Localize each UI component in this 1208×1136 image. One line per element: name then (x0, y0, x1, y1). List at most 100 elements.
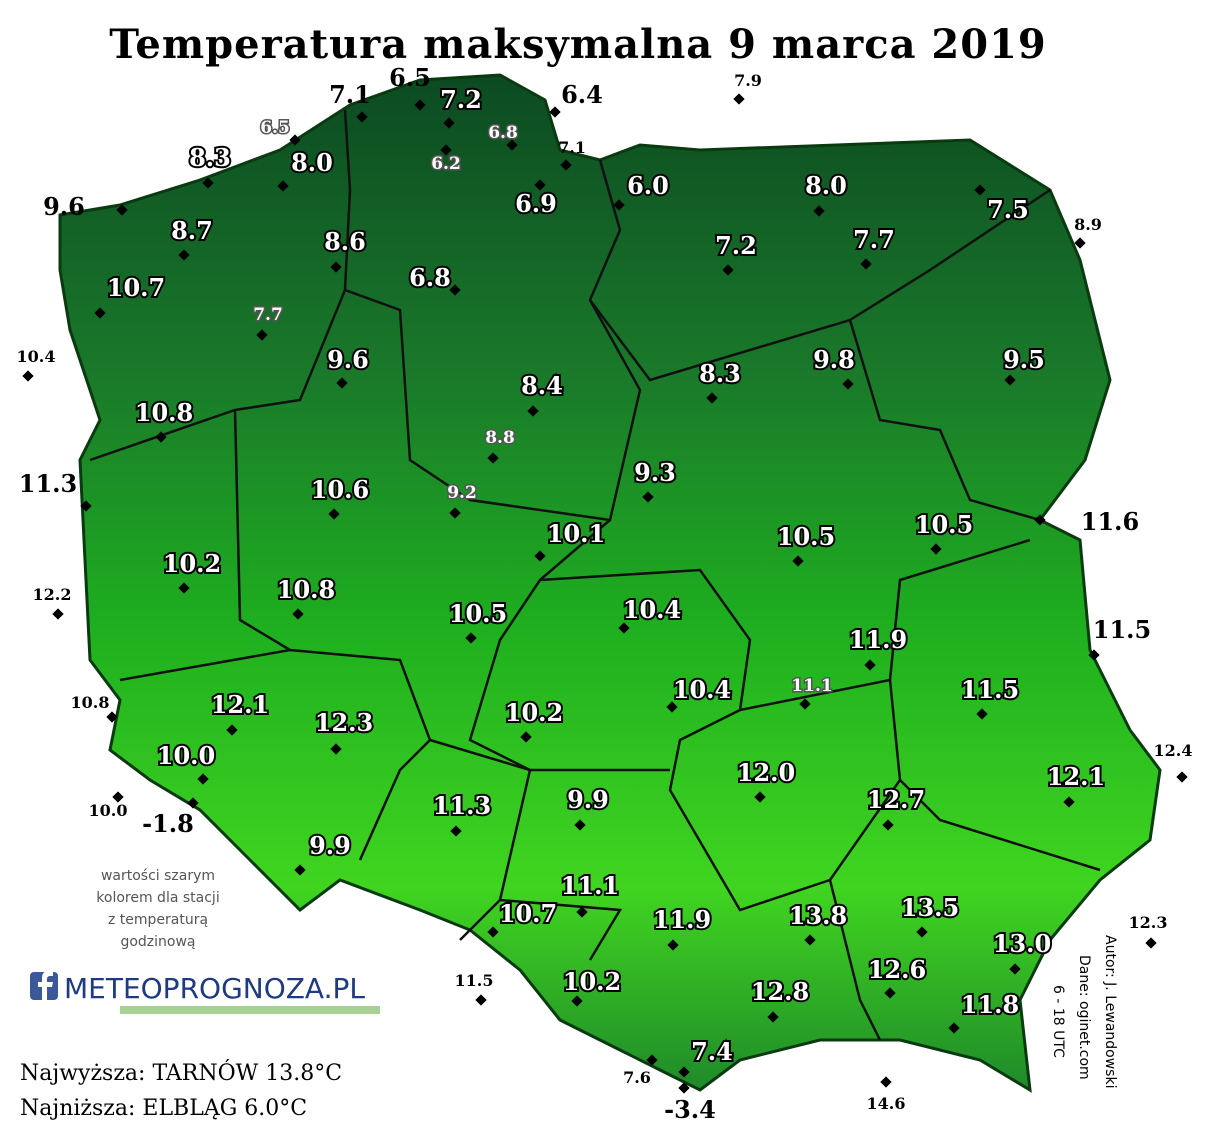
station-marker (202, 177, 214, 189)
station-value: 11.3 (433, 791, 491, 820)
station-value: 11.1 (561, 871, 619, 900)
station-value: 12.3 (1129, 913, 1168, 932)
station-value: 6.2 (431, 154, 461, 174)
station-marker (487, 452, 499, 464)
station-value: 12.3 (315, 708, 373, 737)
note: wartości szarym kolorem dla stacji z tem… (96, 868, 219, 950)
station-marker (336, 377, 348, 389)
note-line: wartości szarym (101, 868, 215, 884)
station-value: 7.7 (853, 225, 895, 254)
station-value: 10.4 (623, 595, 681, 624)
station-marker (330, 261, 342, 273)
station-value: 6.8 (488, 123, 518, 143)
station-marker (667, 939, 679, 951)
credit: Autor: J. Lewandowski (1102, 935, 1118, 1088)
station-marker (226, 724, 238, 736)
station-value: 12.4 (1154, 741, 1193, 760)
station-value: 10.6 (311, 475, 369, 504)
station-marker (178, 582, 190, 594)
station-value: 10.2 (505, 698, 563, 727)
station-value: 10.5 (777, 522, 835, 551)
credit: Dane: oginet.com (1076, 955, 1092, 1080)
station-marker (292, 608, 304, 620)
region-borders (89, 109, 1101, 1041)
logo: METEOPROGNOZA.PL (30, 971, 380, 1014)
station-marker (678, 1066, 690, 1078)
station-marker (574, 819, 586, 831)
station-value: 9.9 (309, 831, 351, 860)
station-value: 11.5 (1093, 615, 1151, 644)
station-value: 7.1 (329, 80, 371, 109)
station-marker (1063, 796, 1075, 808)
station-value: 12.8 (751, 977, 809, 1006)
highest: Najwyższa: TARNÓW 13.8°C (20, 1059, 342, 1086)
station-value: -3.4 (664, 1095, 716, 1124)
station-value: 10.1 (547, 519, 605, 548)
station-value: 8.0 (291, 148, 333, 177)
station-value: 12.7 (867, 785, 925, 814)
station-value: 8.3 (699, 359, 741, 388)
station-marker (804, 934, 816, 946)
station-value: 8.3 (189, 143, 231, 172)
station-marker (1074, 237, 1086, 249)
station-marker (974, 184, 986, 196)
station-marker (948, 1022, 960, 1034)
logo-text: METEOPROGNOZA.PL (64, 972, 365, 1005)
station-value: 8.6 (324, 227, 366, 256)
station-marker (666, 701, 678, 713)
station-value: 10.2 (163, 549, 221, 578)
station-value: 10.2 (563, 967, 621, 996)
station-value: 10.0 (157, 741, 215, 770)
station-value: 9.2 (447, 483, 477, 503)
station-value: 12.6 (868, 955, 926, 984)
station-value: 7.9 (734, 71, 762, 90)
station-marker (842, 378, 854, 390)
station-value: 6.4 (561, 80, 603, 109)
station-marker (450, 825, 462, 837)
station-value: 8.9 (1074, 215, 1102, 234)
station-value: 10.7 (499, 899, 557, 928)
station-marker (449, 284, 461, 296)
station-value: 6.0 (627, 171, 669, 200)
station-marker (706, 392, 718, 404)
station-marker (560, 159, 572, 171)
country-shape (58, 73, 1162, 1093)
station-value: 10.8 (135, 398, 193, 427)
station-value: 7.4 (691, 1037, 733, 1066)
station-marker (722, 264, 734, 276)
station-marker (754, 791, 766, 803)
station-marker (916, 926, 928, 938)
station-marker (884, 987, 896, 999)
station-value: 14.6 (867, 1094, 906, 1113)
station-value: 11.5 (455, 971, 494, 990)
station-value: 13.0 (993, 929, 1051, 958)
station-marker (792, 555, 804, 567)
station-value: 8.4 (521, 371, 563, 400)
station-value: 8.8 (485, 428, 515, 448)
station-marker (178, 249, 190, 261)
map-title: Temperatura maksymalna 9 marca 2019 (109, 21, 1047, 68)
station-value: 12.2 (33, 585, 72, 604)
station-marker (527, 405, 539, 417)
station-value: 12.1 (211, 690, 269, 719)
station-marker (534, 550, 546, 562)
station-marker (1176, 771, 1188, 783)
station-value: 8.7 (171, 216, 213, 245)
station-value: 6.5 (389, 63, 431, 92)
lowest: Najniższa: ELBLĄG 6.0°C (20, 1096, 307, 1121)
station-value: 10.7 (107, 273, 165, 302)
station-value: 9.9 (567, 785, 609, 814)
station-marker (571, 995, 583, 1007)
station-marker (618, 622, 630, 634)
station-value: 11.8 (961, 990, 1019, 1019)
station-value: 10.8 (71, 693, 110, 712)
station-marker (475, 994, 487, 1006)
station-marker (187, 797, 199, 809)
station-value: 6.5 (260, 118, 290, 138)
station-marker (880, 1076, 892, 1088)
station-value: 7.5 (987, 195, 1029, 224)
station-value: 6.9 (515, 189, 557, 218)
station-value: 10.0 (89, 801, 128, 820)
station-value: 7.2 (715, 231, 757, 260)
